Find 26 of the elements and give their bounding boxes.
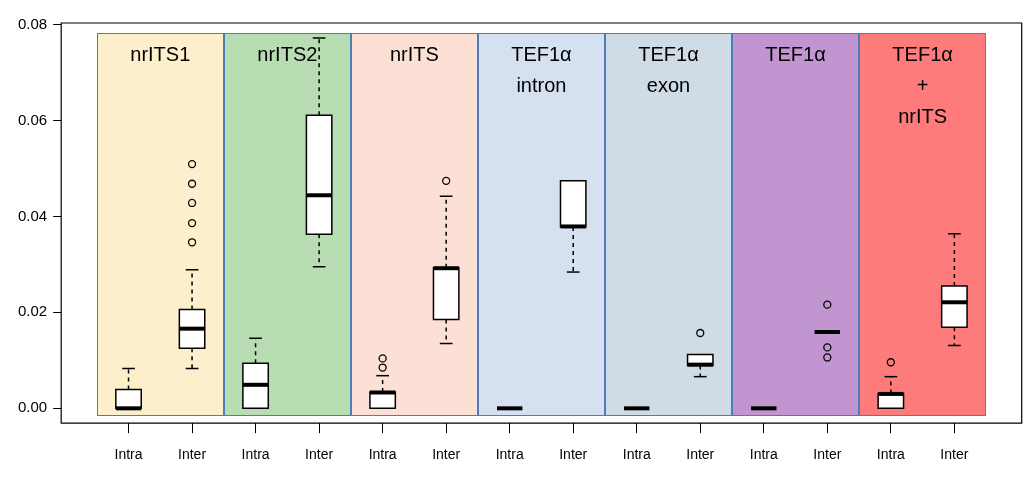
annotation: TEF1α exon xyxy=(638,42,699,96)
annotation: TEF1α xyxy=(765,42,826,65)
x-tick-label: Intra xyxy=(368,446,397,463)
x-tick-label: Inter xyxy=(813,446,842,463)
y-tick-label: 0.06 xyxy=(17,110,48,128)
x-tick-label: Intra xyxy=(876,446,906,463)
x-tick-label: Intra xyxy=(749,446,779,463)
y-tick-label: 0.08 xyxy=(17,14,48,32)
annotation: nrITS2 xyxy=(257,42,318,65)
x-tick-label: Intra xyxy=(114,446,143,463)
x-tick-label: Inter xyxy=(686,446,715,463)
y-tick-label: 0.04 xyxy=(17,206,48,224)
annotation: nrITS xyxy=(389,42,439,65)
y-tick-label: 0.00 xyxy=(17,398,48,416)
x-tick-label: Inter xyxy=(178,446,207,463)
y-tick-label: 0.02 xyxy=(17,302,48,320)
annotation: TEF1α + nrITS xyxy=(892,42,953,127)
x-tick-label: Inter xyxy=(305,446,334,463)
annotation: TEF1α intron xyxy=(511,42,572,96)
x-tick-label: Inter xyxy=(559,446,588,463)
x-tick-label: Inter xyxy=(940,446,969,463)
x-tick-label: Intra xyxy=(495,446,524,463)
x-tick-label: Inter xyxy=(432,446,461,463)
x-tick-label: Intra xyxy=(241,446,270,463)
annotation: nrITS1 xyxy=(130,42,191,65)
x-tick-label: Intra xyxy=(622,446,651,463)
